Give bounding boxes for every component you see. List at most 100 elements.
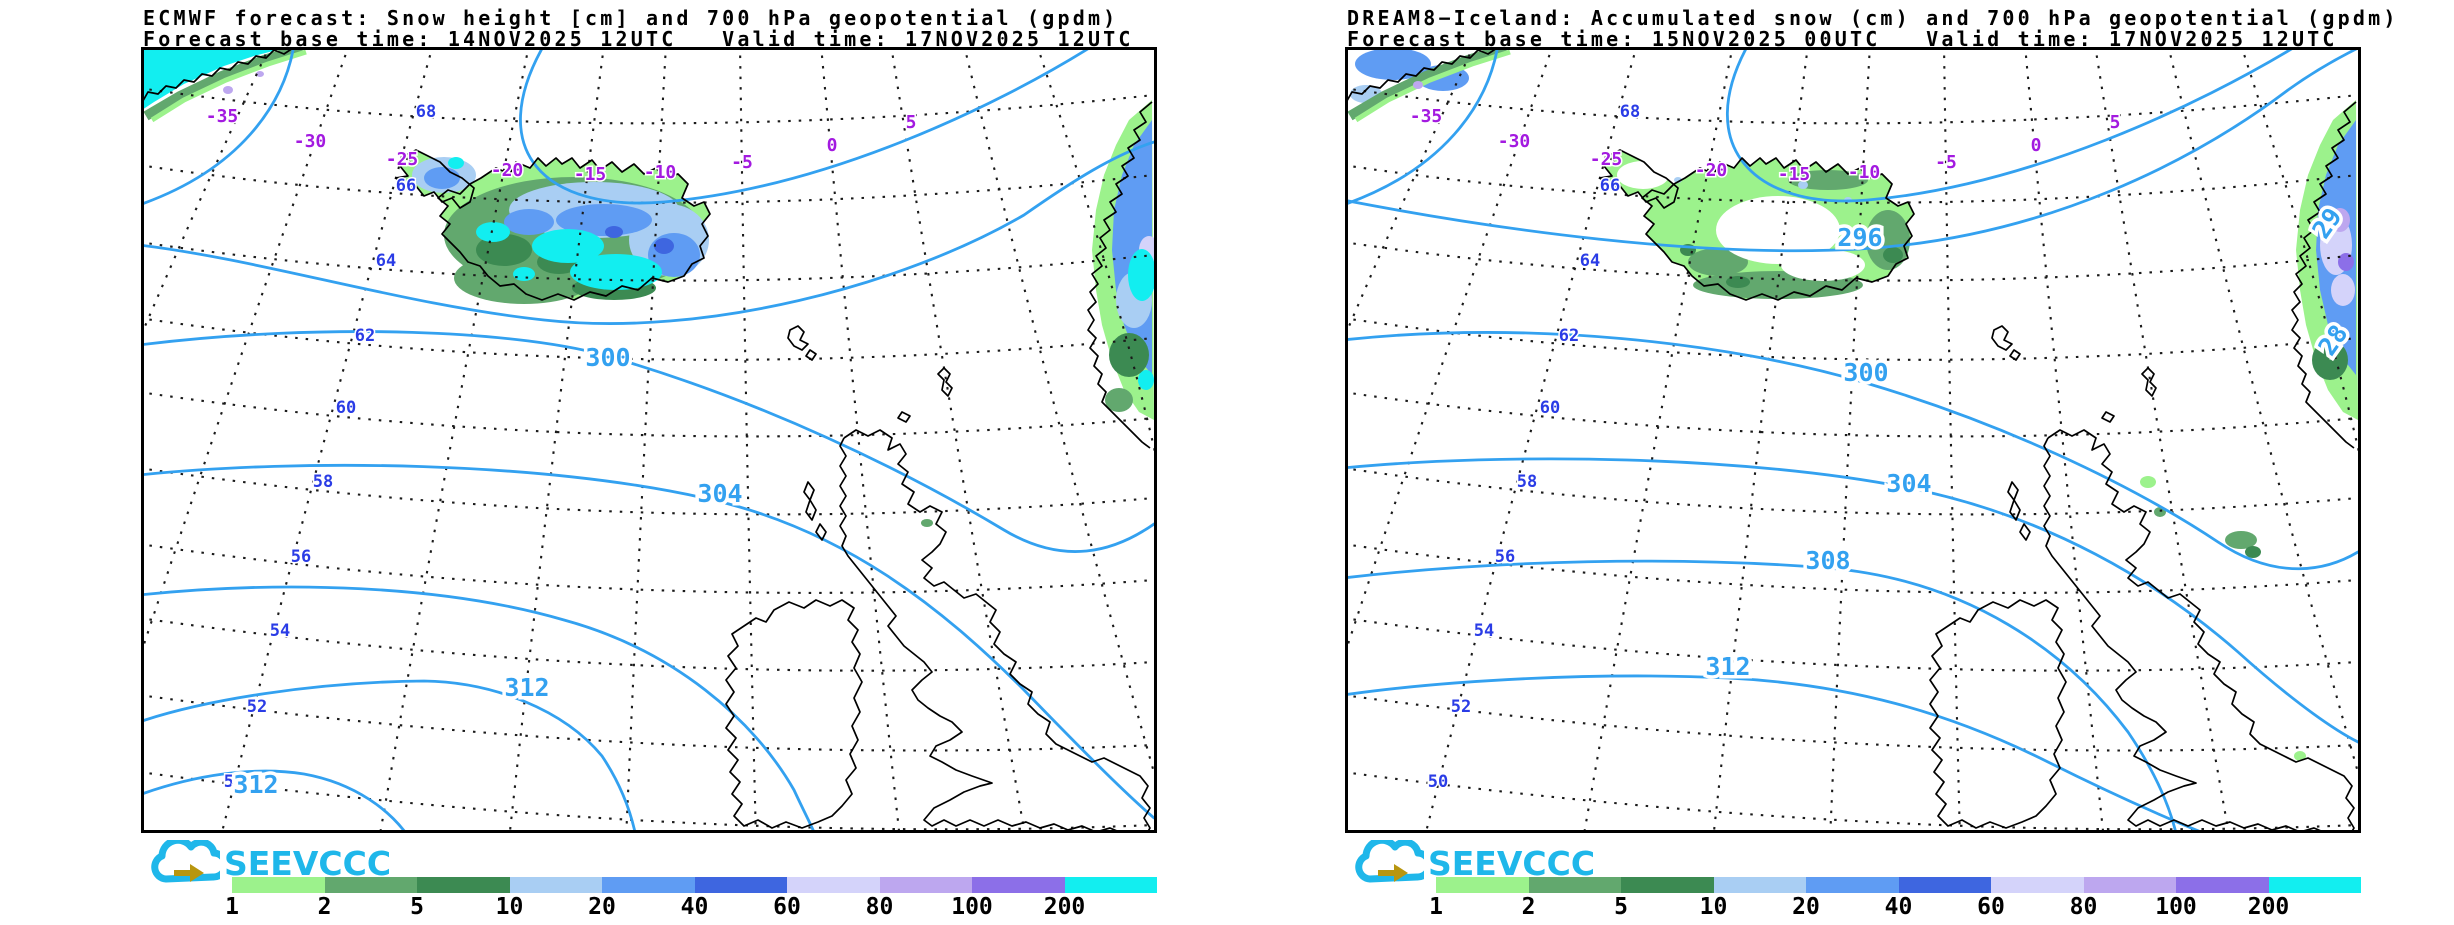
cloud-logo-icon xyxy=(151,840,220,883)
latitude-label: 58 xyxy=(313,472,333,492)
longitude-label: 0 xyxy=(827,135,838,156)
legend-tick-value: 2 xyxy=(1521,894,1536,920)
snow-scale-legend: 1 2 5 10 20 40 60 80 100 200 xyxy=(1429,877,2361,923)
snow-scale-legend: 1 2 5 10 20 40 60 80 100 200 xyxy=(225,877,1157,923)
longitude-label: -25 xyxy=(386,149,419,170)
legend-color-segment xyxy=(1806,877,1899,893)
legend-color-segment xyxy=(1991,877,2084,893)
seevccc-logo: SEEVCCC xyxy=(1354,840,1694,888)
legend-color-segment xyxy=(1713,877,1806,893)
coastline-layer xyxy=(144,50,1153,830)
legend-tick-value: 80 xyxy=(2069,894,2098,920)
longitude-label: -10 xyxy=(1848,162,1881,183)
logo-text: SEEVCCC xyxy=(1428,844,1596,883)
legend-color-segment xyxy=(1898,877,1991,893)
longitude-label: -5 xyxy=(1935,152,1957,173)
legend-color-segment xyxy=(1621,877,1714,893)
coastline-layer xyxy=(1348,50,2357,830)
legend-color-segment xyxy=(324,877,417,893)
contour-value-label: 300 xyxy=(1843,358,1888,387)
seevccc-logo: SEEVCCC xyxy=(150,840,490,888)
snow-fill-layer xyxy=(144,50,1154,527)
latitude-label: 60 xyxy=(336,398,356,418)
legend-color-segment xyxy=(232,877,325,893)
legend-tick-value: 10 xyxy=(495,894,524,920)
legend-ticks: 1 2 5 10 20 40 60 80 100 200 xyxy=(225,894,1157,922)
legend-color-segment xyxy=(509,877,602,893)
legend-color-segment xyxy=(1528,877,1621,893)
longitude-label: -20 xyxy=(491,160,524,181)
panel-title: ECMWF forecast: Snow height [cm] and 700… xyxy=(143,6,1119,30)
legend-ticks: 1 2 5 10 20 40 60 80 100 200 xyxy=(1429,894,2361,922)
longitude-label: -20 xyxy=(1695,160,1728,181)
legend-tick-value: 10 xyxy=(1699,894,1728,920)
latitude-label: 66 xyxy=(396,176,416,196)
cloud-logo-icon xyxy=(1355,840,1424,883)
legend-tick-value: 5 xyxy=(410,894,424,920)
contour-value-label: 312 xyxy=(1705,652,1750,681)
legend-color-segment xyxy=(2176,877,2269,893)
latitude-label: 62 xyxy=(355,326,375,346)
panel-subtitle: Forecast base time: 15NOV2025 00UTC Vali… xyxy=(1347,27,2338,51)
contour-value-label: 296 xyxy=(1837,223,1882,252)
longitude-label: -15 xyxy=(574,164,607,185)
legend-bar xyxy=(1436,877,2361,893)
legend-bar xyxy=(232,877,1157,893)
map-canvas: -35 -30 -25 -20 -15 -10 -5 0 5 68 66 64 62 60 58 56 54 52… xyxy=(144,50,1154,830)
map-area: -35 -30 -25 -20 -15 -10 -5 0 5 68 66 64 62 60 58 56 54 52… xyxy=(1345,47,2361,833)
longitude-label: 0 xyxy=(2031,135,2042,156)
legend-color-segment xyxy=(1436,877,1529,893)
longitude-label: -10 xyxy=(644,162,677,183)
legend-color-segment xyxy=(694,877,787,893)
latitude-label: 56 xyxy=(1495,547,1515,567)
legend-color-segment xyxy=(879,877,972,893)
contour-value-label: 308 xyxy=(1805,546,1850,575)
latitude-label: 64 xyxy=(1580,251,1600,271)
latitude-label: 50 xyxy=(224,772,244,792)
longitude-label: -5 xyxy=(731,152,753,173)
longitude-label: 5 xyxy=(2110,112,2121,133)
legend-tick-value: 200 xyxy=(2247,894,2290,920)
legend-tick-value: 2 xyxy=(317,894,332,920)
panel-subtitle: Forecast base time: 14NOV2025 12UTC Vali… xyxy=(143,27,1134,51)
legend-tick-value: 40 xyxy=(680,894,709,920)
legend-tick-value: 1 xyxy=(1429,894,1443,920)
panel-title: DREAM8−Iceland: Accumulated snow (cm) an… xyxy=(1347,6,2399,30)
contour-value-label: 312 xyxy=(504,673,549,702)
contour-value-label: 304 xyxy=(1886,469,1931,498)
latitude-label: 54 xyxy=(1474,621,1494,641)
legend-color-segment xyxy=(787,877,880,893)
logo-text: SEEVCCC xyxy=(224,844,392,883)
legend-color-segment xyxy=(2268,877,2361,893)
snow-fill-layer xyxy=(1348,50,2358,761)
latitude-label: 68 xyxy=(1620,102,1640,122)
legend-tick-value: 60 xyxy=(773,894,801,920)
latitude-label: 66 xyxy=(1600,176,1620,196)
legend-tick-value: 20 xyxy=(588,894,616,920)
legend-tick-value: 5 xyxy=(1614,894,1628,920)
longitude-label: -35 xyxy=(206,106,239,127)
legend-tick-value: 40 xyxy=(1884,894,1913,920)
map-panel-ecmwf: ECMWF forecast: Snow height [cm] and 700… xyxy=(141,8,1161,923)
latitude-label: 60 xyxy=(1540,398,1560,418)
latitude-label: 50 xyxy=(1428,772,1448,792)
legend-color-segment xyxy=(972,877,1065,893)
latitude-label: 52 xyxy=(247,697,267,717)
latitude-label: 56 xyxy=(291,547,311,567)
geopotential-contours xyxy=(1348,50,2358,830)
legend-tick-value: 20 xyxy=(1792,894,1820,920)
legend-tick-value: 100 xyxy=(2155,894,2197,920)
latitude-label: 62 xyxy=(1559,326,1579,346)
longitude-label: -15 xyxy=(1778,164,1811,185)
longitude-label: -35 xyxy=(1410,106,1443,127)
longitude-label: -30 xyxy=(294,131,327,152)
legend-tick-value: 80 xyxy=(865,894,894,920)
legend-tick-value: 100 xyxy=(951,894,993,920)
legend-tick-value: 1 xyxy=(225,894,239,920)
contour-value-label: 312 xyxy=(233,770,278,799)
contour-value-label: 304 xyxy=(697,479,742,508)
longitude-label: -30 xyxy=(1498,131,1531,152)
legend-tick-value: 60 xyxy=(1977,894,2005,920)
map-labels: -35 -30 -25 -20 -15 -10 -5 0 5 68 66 64 62 60 58 56 54 52… xyxy=(204,101,918,803)
